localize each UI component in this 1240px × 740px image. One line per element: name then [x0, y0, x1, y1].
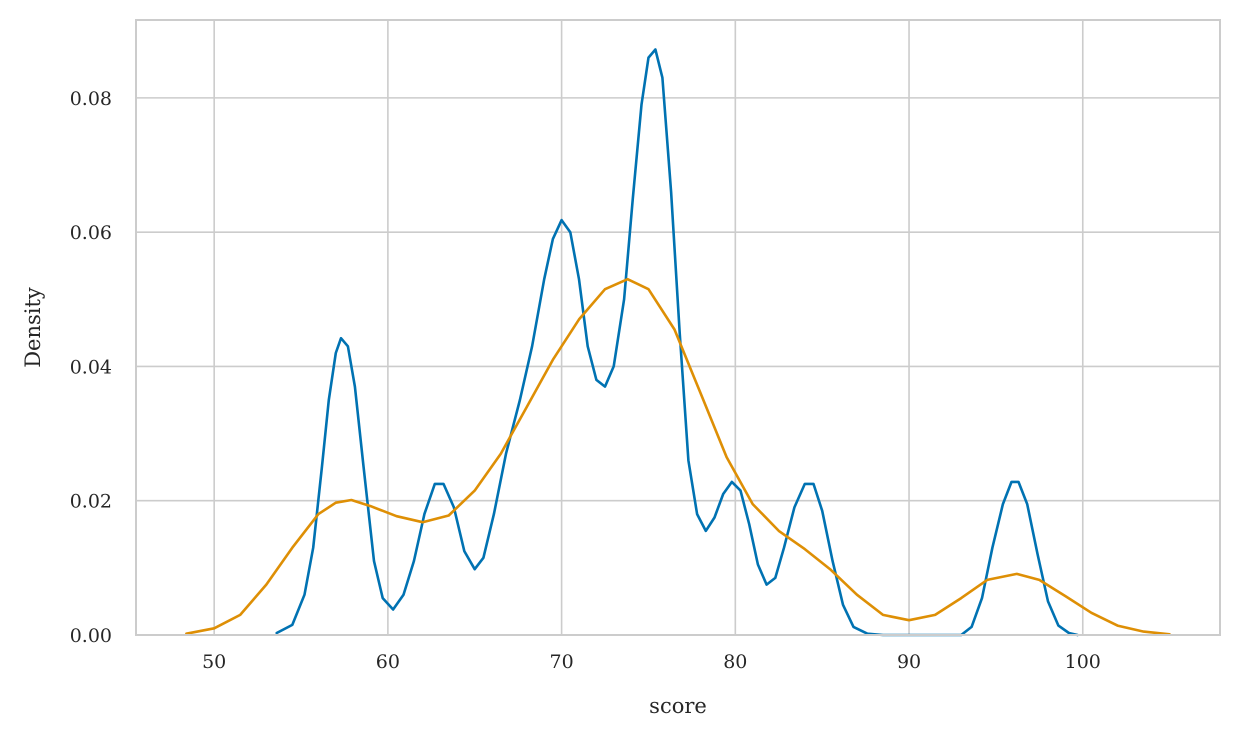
x-tick-label: 60: [376, 651, 400, 673]
y-tick-label: 0.02: [70, 491, 112, 513]
x-tick-label: 100: [1065, 651, 1101, 673]
grid: [136, 20, 1220, 636]
density-curve-1: [275, 48, 1079, 637]
x-tick-label: 90: [897, 651, 921, 673]
y-tick-label: 0.06: [70, 222, 112, 244]
y-tick-label: 0.08: [70, 88, 112, 110]
y-axis-label: Density: [21, 287, 45, 368]
x-tick-label: 80: [723, 651, 747, 673]
plot-frame: [135, 19, 1221, 636]
y-tick-label: 0.04: [70, 356, 112, 378]
x-tick-label: 70: [550, 651, 574, 673]
density-curve-2: [185, 277, 1171, 636]
y-axis-ticks: 0.00 0.02 0.04 0.06 0.08: [70, 88, 112, 647]
x-axis-ticks: 50 60 70 80 90 100: [202, 651, 1101, 673]
x-axis-label: score: [649, 694, 707, 718]
x-tick-label: 50: [202, 651, 226, 673]
series-group: [185, 48, 1171, 637]
y-tick-label: 0.00: [70, 625, 112, 647]
